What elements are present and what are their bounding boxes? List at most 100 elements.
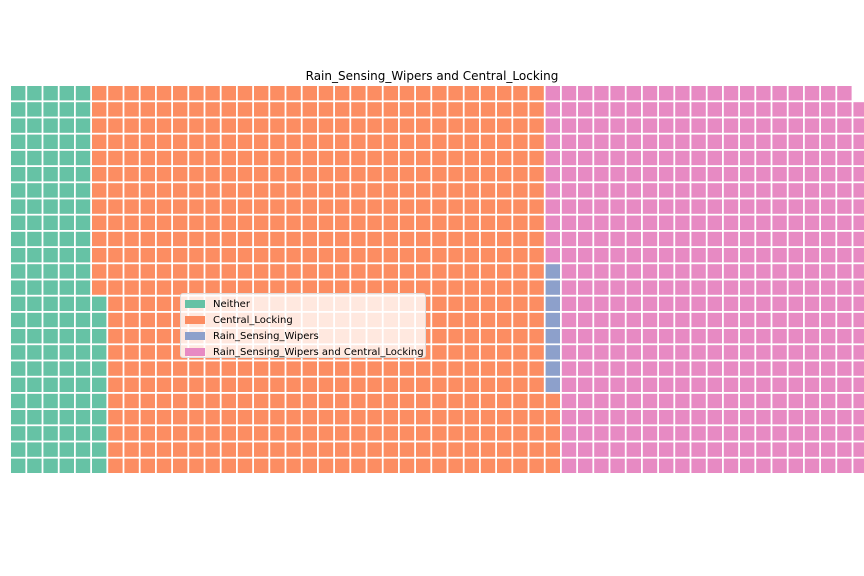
waffle-cell-central-locking [108,426,123,441]
waffle-cell-rain-sensing-wipers-and-central-locking [659,134,674,149]
waffle-cell-central-locking [351,231,366,247]
waffle-cell-rain-sensing-wipers-and-central-locking [821,102,836,117]
waffle-cell-neither [59,377,74,392]
waffle-cell-neither [27,134,42,149]
waffle-cell-neither [75,134,91,149]
waffle-cell-neither [11,167,26,182]
waffle-cell-central-locking [351,150,366,166]
waffle-cell-central-locking [335,361,350,376]
waffle-cell-central-locking [335,215,350,230]
waffle-cell-central-locking [367,248,382,263]
waffle-cell-central-locking [173,215,188,230]
waffle-cell-central-locking [173,167,188,182]
waffle-cell-rain-sensing-wipers-and-central-locking [756,361,771,376]
waffle-cell-rain-sensing-wipers-and-central-locking [691,393,706,409]
waffle-cell-rain-sensing-wipers-and-central-locking [756,442,771,457]
waffle-cell-central-locking [108,361,123,376]
waffle-cell-central-locking [254,150,269,166]
waffle-cell-rain-sensing-wipers-and-central-locking [853,410,864,425]
waffle-cell-rain-sensing-wipers-and-central-locking [772,312,787,328]
waffle-cell-central-locking [173,377,188,392]
waffle-cells [11,86,864,473]
waffle-cell-rain-sensing-wipers-and-central-locking [642,393,658,409]
waffle-cell-central-locking [140,296,155,311]
waffle-cell-central-locking [480,199,496,214]
waffle-cell-central-locking [318,442,334,457]
waffle-cell-rain-sensing-wipers-and-central-locking [561,361,577,376]
waffle-cell-central-locking [464,280,479,295]
waffle-cell-central-locking [140,183,155,198]
waffle-cell-rain-sensing-wipers-and-central-locking [837,183,852,198]
waffle-cell-central-locking [416,264,431,279]
waffle-cell-central-locking [286,199,301,214]
waffle-cell-rain-sensing-wipers-and-central-locking [659,248,674,263]
waffle-cell-central-locking [173,361,188,376]
waffle-cell-rain-sensing-wipers-and-central-locking [626,134,641,149]
waffle-cell-rain-sensing-wipers-and-central-locking [610,329,625,344]
waffle-cell-central-locking [351,199,366,214]
waffle-cell-neither [59,248,74,263]
waffle-cell-rain-sensing-wipers-and-central-locking [723,248,739,263]
waffle-cell-central-locking [92,264,107,279]
waffle-cell-central-locking [205,118,220,133]
waffle-cell-central-locking [302,264,317,279]
waffle-cell-neither [27,86,42,101]
waffle-cell-central-locking [205,231,220,247]
waffle-cell-central-locking [383,442,398,457]
waffle-cell-central-locking [124,86,139,101]
waffle-cell-rain-sensing-wipers-and-central-locking [691,442,706,457]
waffle-cell-rain-sensing-wipers-and-central-locking [610,442,625,457]
waffle-cell-rain-sensing-wipers-and-central-locking [804,231,820,247]
waffle-cell-rain-sensing-wipers-and-central-locking [723,329,739,344]
waffle-cell-rain-sensing-wipers-and-central-locking [740,248,755,263]
waffle-cell-rain-sensing-wipers-and-central-locking [804,150,820,166]
waffle-cell-rain-sensing-wipers-and-central-locking [610,231,625,247]
waffle-cell-central-locking [156,231,172,247]
waffle-cell-rain-sensing-wipers-and-central-locking [804,183,820,198]
waffle-cell-neither [59,102,74,117]
waffle-cell-rain-sensing-wipers-and-central-locking [545,118,560,133]
waffle-cell-rain-sensing-wipers-and-central-locking [545,150,560,166]
waffle-cell-rain-sensing-wipers-and-central-locking [642,231,658,247]
waffle-cell-rain-sensing-wipers-and-central-locking [561,134,577,149]
waffle-cell-central-locking [302,458,317,473]
legend-label: Neither [213,298,250,310]
waffle-cell-neither [92,377,107,392]
waffle-cell-rain-sensing-wipers-and-central-locking [594,134,609,149]
waffle-cell-rain-sensing-wipers-and-central-locking [804,410,820,425]
waffle-cell-rain-sensing-wipers-and-central-locking [545,199,560,214]
waffle-cell-rain-sensing-wipers-and-central-locking [853,183,864,198]
waffle-cell-central-locking [464,361,479,376]
waffle-cell-rain-sensing-wipers-and-central-locking [788,199,803,214]
waffle-cell-neither [11,296,26,311]
waffle-cell-central-locking [205,183,220,198]
waffle-cell-central-locking [270,86,285,101]
legend-item: Rain_Sensing_Wipers and Central_Locking [185,344,425,360]
waffle-cell-central-locking [92,248,107,263]
waffle-cell-central-locking [367,215,382,230]
waffle-cell-neither [59,442,74,457]
waffle-cell-central-locking [480,86,496,101]
waffle-cell-central-locking [432,410,447,425]
waffle-cell-neither [75,118,91,133]
waffle-cell-neither [75,215,91,230]
waffle-cell-neither [59,215,74,230]
waffle-cell-central-locking [318,426,334,441]
waffle-cell-neither [11,102,26,117]
legend-swatch [185,316,205,324]
waffle-cell-rain-sensing-wipers-and-central-locking [837,150,852,166]
waffle-cell-rain-sensing-wipers-and-central-locking [723,458,739,473]
waffle-cell-rain-sensing-wipers-and-central-locking [610,393,625,409]
waffle-cell-central-locking [399,231,415,247]
waffle-cell-neither [27,183,42,198]
waffle-cell-neither [59,231,74,247]
waffle-cell-rain-sensing-wipers-and-central-locking [610,426,625,441]
waffle-cell-central-locking [140,312,155,328]
waffle-cell-central-locking [497,183,512,198]
waffle-cell-rain-sensing-wipers-and-central-locking [594,167,609,182]
waffle-cell-central-locking [351,102,366,117]
waffle-cell-central-locking [383,102,398,117]
waffle-cell-central-locking [351,264,366,279]
waffle-cell-neither [75,86,91,101]
waffle-cell-central-locking [529,361,544,376]
